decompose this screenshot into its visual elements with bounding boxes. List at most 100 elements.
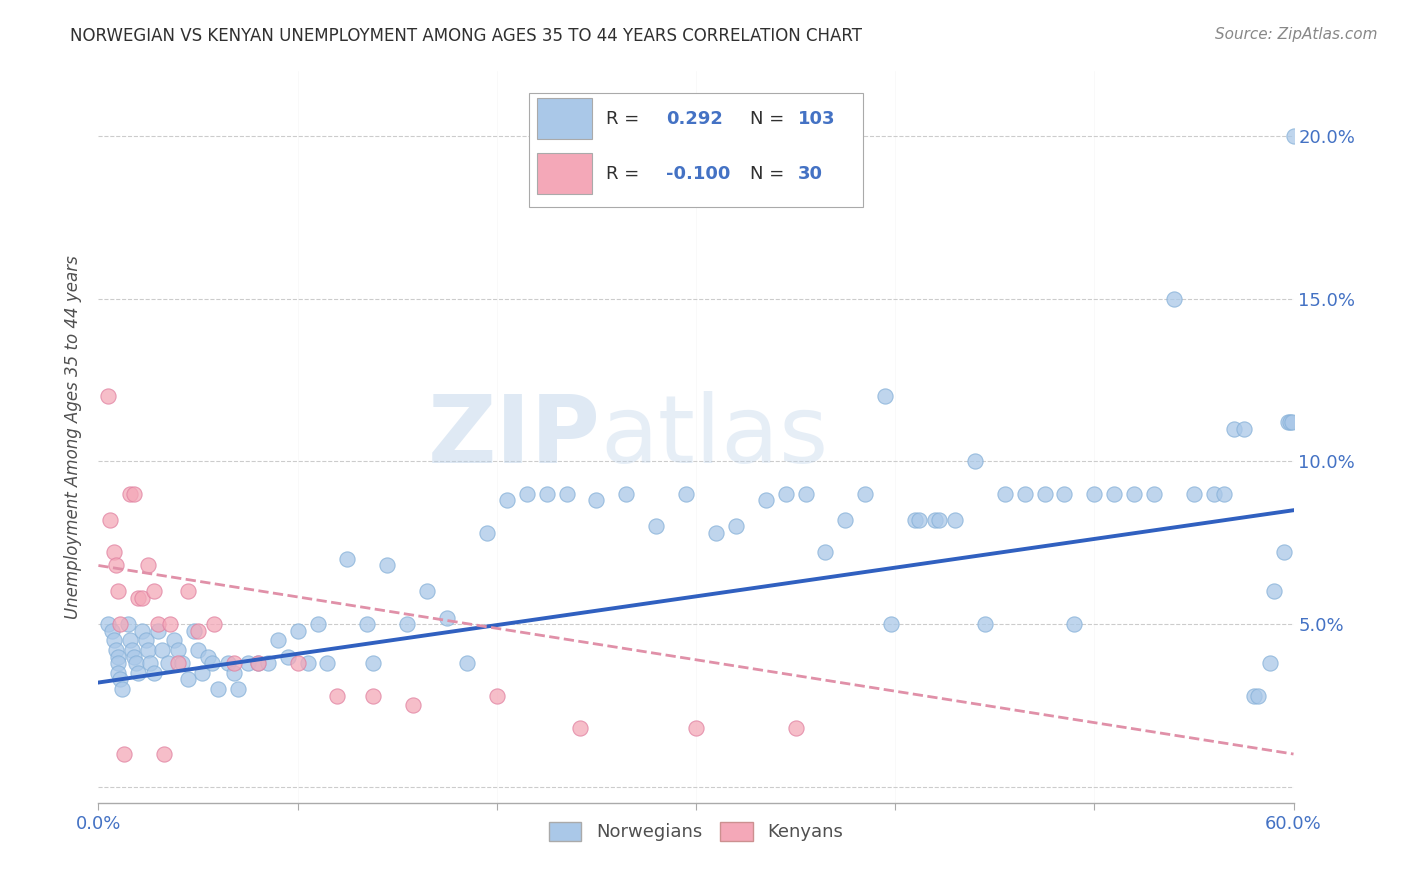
Point [1163, 292, 1185, 306]
Point [267, 633, 290, 648]
Point [217, 656, 239, 670]
Point [755, 493, 778, 508]
Point [236, 656, 259, 670]
Point [103, 545, 125, 559]
Point [120, 633, 142, 648]
Point [246, 656, 269, 670]
Point [97, 617, 120, 632]
Point [277, 649, 299, 664]
Point [1282, 129, 1305, 144]
Point [402, 698, 425, 713]
FancyBboxPatch shape [529, 94, 863, 207]
Point [1223, 422, 1246, 436]
Point [924, 513, 946, 527]
Text: 30: 30 [797, 165, 823, 183]
Point [105, 558, 128, 573]
Point [908, 513, 931, 527]
Point [307, 617, 329, 632]
Point [101, 624, 124, 638]
Point [363, 656, 385, 670]
Point [416, 584, 439, 599]
Point [1143, 487, 1166, 501]
Point [994, 487, 1017, 501]
Point [148, 624, 170, 638]
Point [177, 673, 200, 687]
Point [287, 624, 309, 638]
Point [485, 689, 508, 703]
Point [785, 721, 807, 735]
Text: N =: N = [749, 165, 785, 183]
Point [287, 656, 309, 670]
Point [148, 617, 170, 632]
Text: 0.292: 0.292 [666, 110, 723, 128]
Point [191, 665, 214, 680]
Text: ZIP: ZIP [427, 391, 600, 483]
Point [1083, 487, 1105, 501]
Point [973, 617, 995, 632]
Point [1212, 487, 1234, 501]
Point [110, 673, 132, 687]
Point [153, 747, 176, 761]
Point [226, 681, 249, 696]
FancyBboxPatch shape [537, 98, 592, 139]
Point [585, 493, 607, 508]
Point [107, 665, 129, 680]
Legend: Norwegians, Kenyans: Norwegians, Kenyans [541, 814, 851, 848]
Point [207, 681, 229, 696]
Point [172, 656, 194, 670]
Text: N =: N = [749, 110, 785, 128]
Point [614, 487, 637, 501]
Point [1281, 416, 1303, 430]
Point [124, 487, 146, 501]
Point [1063, 617, 1085, 632]
Point [516, 487, 538, 501]
Point [495, 493, 517, 508]
Point [724, 519, 747, 533]
Point [187, 643, 209, 657]
Point [150, 643, 173, 657]
Point [135, 633, 157, 648]
Point [121, 643, 143, 657]
FancyBboxPatch shape [537, 153, 592, 194]
Point [1033, 487, 1056, 501]
Point [183, 624, 205, 638]
Point [139, 656, 162, 670]
Point [222, 656, 245, 670]
Point [143, 665, 166, 680]
Point [163, 633, 186, 648]
Point [131, 591, 153, 605]
Point [794, 487, 817, 501]
Point [124, 649, 146, 664]
Point [197, 649, 219, 664]
Point [167, 643, 190, 657]
Point [97, 389, 120, 403]
Point [1247, 689, 1270, 703]
Point [98, 513, 122, 527]
Point [336, 552, 359, 566]
Point [436, 610, 458, 624]
Point [456, 656, 478, 670]
Point [143, 584, 166, 599]
Point [326, 689, 349, 703]
Point [103, 633, 125, 648]
Point [1258, 656, 1281, 670]
Point [107, 649, 129, 664]
Point [1243, 689, 1265, 703]
Point [187, 624, 209, 638]
Point [645, 519, 668, 533]
Point [157, 656, 180, 670]
Point [110, 617, 132, 632]
Point [853, 487, 876, 501]
Point [136, 558, 159, 573]
Point [775, 487, 797, 501]
Point [536, 487, 558, 501]
Point [316, 656, 339, 670]
Point [943, 513, 966, 527]
Point [136, 643, 159, 657]
Point [222, 665, 245, 680]
Point [834, 513, 856, 527]
Point [928, 513, 950, 527]
Point [569, 721, 592, 735]
Point [120, 487, 142, 501]
Point [1014, 487, 1036, 501]
